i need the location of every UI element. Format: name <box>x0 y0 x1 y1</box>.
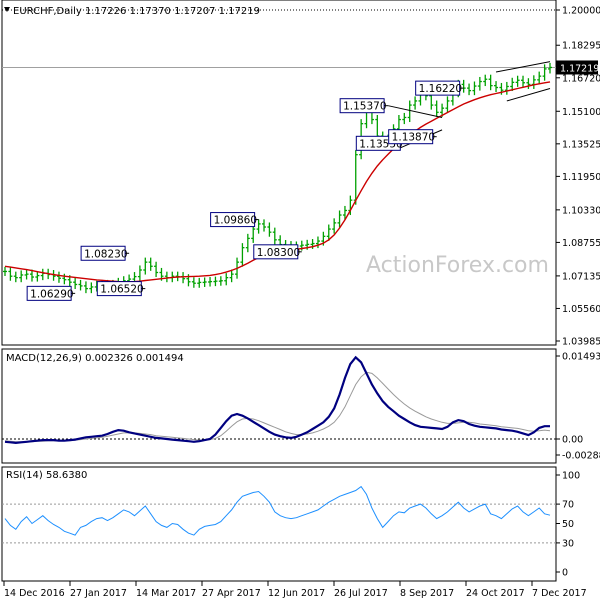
macd-tick-label: 0.014936 <box>562 352 600 363</box>
price-tick-label: 1.08755 <box>562 238 600 249</box>
x-tick-label: 14 Dec 2016 <box>4 588 65 599</box>
x-tick-label: 26 Jul 2017 <box>334 588 388 599</box>
annotation-label: 1.08300 <box>257 247 300 259</box>
macd-tick-label: -0.002882 <box>562 451 600 462</box>
chart-title: EURCHF,Daily 1.17226 1.17370 1.17207 1.1… <box>4 6 260 17</box>
annotation-label: 1.16220 <box>419 83 462 95</box>
x-tick-label: 27 Jan 2017 <box>70 588 127 599</box>
price-tick-label: 1.07135 <box>562 271 600 282</box>
rsi-tick-label: 50 <box>562 519 574 530</box>
panel-frame-price <box>1 0 557 346</box>
macd-tick-label: 0.00 <box>562 434 583 445</box>
rsi-tick-label: 70 <box>562 500 574 511</box>
price-tick-label: 1.13525 <box>562 139 600 150</box>
annotation-label: 1.15370 <box>343 101 386 113</box>
trendline <box>495 61 551 73</box>
price-tick-label: 1.05560 <box>562 304 600 315</box>
macd-title: MACD(12,26,9) 0.002326 0.001494 <box>6 353 184 364</box>
annotation-label: 1.06290 <box>30 288 73 300</box>
price-tick-label: 1.18295 <box>562 41 600 52</box>
panel-frame-macd <box>1 348 557 464</box>
annotation-label: 1.13870 <box>392 132 435 144</box>
rsi-tick-label: 0 <box>562 568 568 579</box>
last-price-label: 1.17219 <box>560 63 599 74</box>
watermark: ActionForex.com <box>366 253 549 278</box>
price-tick-label: 1.11950 <box>562 172 600 183</box>
rsi-title: RSI(14) 58.6380 <box>6 470 87 481</box>
price-tick-label: 1.15100 <box>562 107 600 118</box>
trendline <box>506 88 551 102</box>
annotation-label: 1.06520 <box>100 284 143 296</box>
labels-layer: 1.20000 1.18295 1.16720 1.15100 1.13525 1.119… <box>4 6 600 600</box>
trendline <box>388 105 443 118</box>
x-tick-label: 14 Mar 2017 <box>136 588 196 599</box>
rsi-line <box>4 485 551 536</box>
last-price-tag <box>556 60 598 75</box>
price-tick-label: 1.03985 <box>562 337 600 348</box>
annotation-label: 1.08230 <box>84 248 127 260</box>
rsi-tick-label: 100 <box>562 471 580 482</box>
macd-signal-line <box>4 371 551 443</box>
x-tick-label: 12 Jun 2017 <box>268 588 325 599</box>
chart-title-text: EURCHF,Daily 1.17226 1.17370 1.17207 1.1… <box>13 6 260 17</box>
grid-layer <box>1 0 560 586</box>
price-tick-label: 1.10330 <box>562 205 600 216</box>
x-tick-label: 24 Oct 2017 <box>466 588 525 599</box>
x-tick-label: 7 Dec 2017 <box>532 588 587 599</box>
rsi-tick-label: 30 <box>562 538 574 549</box>
triangle-down-icon <box>4 7 10 12</box>
x-tick-label: 27 Apr 2017 <box>202 588 261 599</box>
price-tick-label: 1.20000 <box>562 6 600 17</box>
annotation-label: 1.09860 <box>214 215 257 227</box>
price-tick-label: 1.16720 <box>562 73 600 84</box>
x-tick-label: 8 Sep 2017 <box>400 588 454 599</box>
macd-line <box>4 355 550 445</box>
